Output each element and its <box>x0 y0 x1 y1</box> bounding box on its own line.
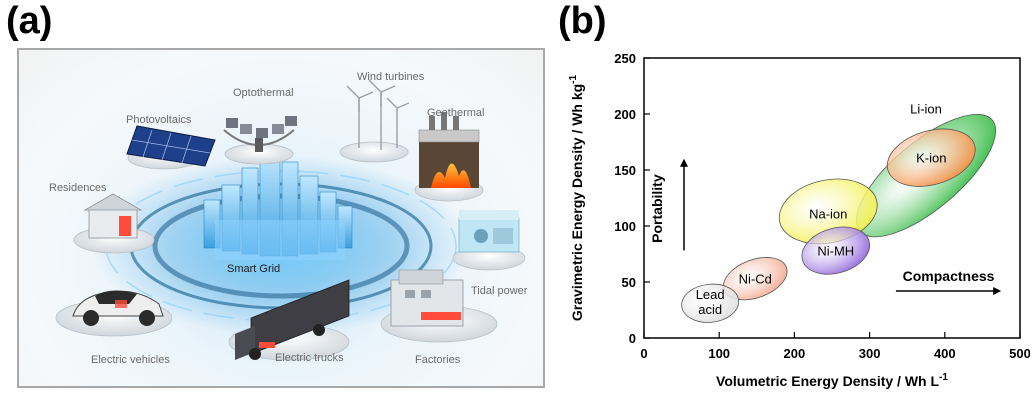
node-label-residences: Residences <box>49 182 107 194</box>
electric-vehicle-icon <box>72 290 164 326</box>
region-label: Lead <box>696 287 725 302</box>
node-label-tidal-power: Tidal power <box>471 285 528 297</box>
compactness-arrowhead-icon <box>993 286 1002 295</box>
plot-frame <box>643 57 1021 339</box>
factories-icon <box>390 269 464 327</box>
grid-ring-inner <box>152 193 410 299</box>
residences-icon <box>83 193 143 239</box>
smart-city-icon <box>203 153 353 260</box>
y-tick-label: 50 <box>622 275 636 290</box>
grid-ring-dashed <box>105 170 457 322</box>
portability-annotation: Portability <box>649 158 688 251</box>
region-label: Li-ion <box>910 101 942 116</box>
region-label: Ni-Cd <box>739 272 772 287</box>
smart-grid-illustration: Smart Grid <box>17 48 545 388</box>
panel-b-label: (b) <box>558 0 607 42</box>
y-tick-label: 0 <box>629 331 636 346</box>
node-label-electric-vehicles: Electric vehicles <box>91 354 170 366</box>
portability-label: Portability <box>649 174 665 243</box>
x-tick-label: 200 <box>784 346 806 361</box>
y-axis-title: Gravimetric Energy Density / Wh kg-1 <box>568 74 585 321</box>
x-tick-label: 0 <box>640 346 647 361</box>
node-label-wind-turbines: Wind turbines <box>357 71 425 83</box>
photovoltaics-icon <box>126 125 216 167</box>
y-tick-label: 200 <box>614 107 636 122</box>
region-lead <box>681 283 740 323</box>
compactness-annotation: Compactness <box>895 268 1002 295</box>
portability-arrowhead-icon <box>680 158 688 167</box>
region-k-ion <box>886 128 976 187</box>
region-label: K-ion <box>916 151 946 166</box>
smart-grid-label: Smart Grid <box>227 263 280 275</box>
node-label-geothermal: Geothermal <box>427 107 484 119</box>
tidal-power-icon <box>458 210 520 253</box>
x-tick-label: 500 <box>1009 346 1030 361</box>
panel-a-label: (a) <box>6 0 53 42</box>
y-tick-label: 250 <box>614 51 636 66</box>
node-label-factories: Factories <box>415 354 461 366</box>
optothermal-icon <box>223 116 297 152</box>
y-tick-label: 100 <box>614 219 636 234</box>
region-ni-mh <box>801 226 870 275</box>
x-tick-label: 100 <box>708 346 730 361</box>
compactness-label: Compactness <box>903 268 995 284</box>
node-label-optothermal: Optothermal <box>233 87 294 99</box>
geothermal-icon <box>418 112 480 188</box>
smart-grid-artwork: Smart Grid <box>49 71 528 366</box>
node-label-photovoltaics: Photovoltaics <box>126 114 192 126</box>
x-axis-title: Volumetric Energy Density / Wh L-1 <box>716 372 948 389</box>
region-label: Ni-MH <box>817 244 854 259</box>
x-axis-ticks: 0 100 200 300 400 500 <box>640 332 1030 361</box>
region-label: acid <box>698 302 722 317</box>
wind-turbines-icon <box>346 79 410 150</box>
y-tick-label: 150 <box>614 163 636 178</box>
node-label-electric-trucks: Electric trucks <box>275 352 344 364</box>
electric-truck-icon <box>235 279 350 360</box>
x-tick-label: 400 <box>934 346 956 361</box>
x-tick-label: 300 <box>859 346 881 361</box>
region-label: Na-ion <box>809 207 847 222</box>
y-axis-ticks: 0 50 100 150 200 250 <box>614 51 650 346</box>
